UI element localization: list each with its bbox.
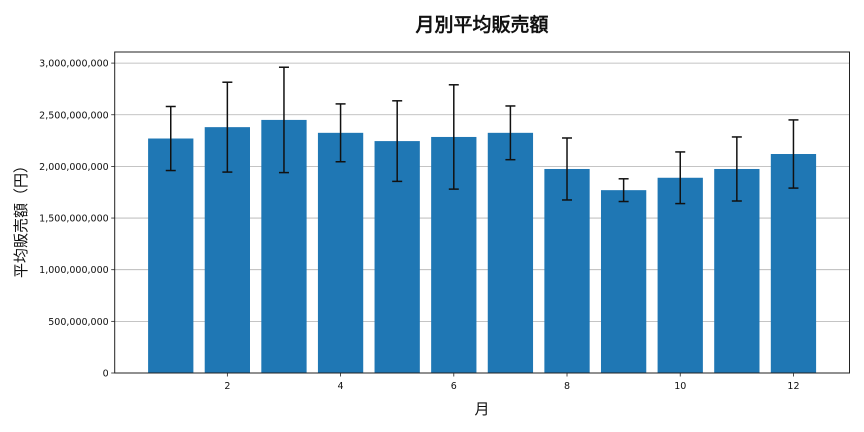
x-tick-label: 2 bbox=[224, 381, 230, 392]
y-tick-label: 500,000,000 bbox=[48, 317, 108, 328]
bar-month-12 bbox=[770, 154, 817, 373]
y-tick-label: 2,500,000,000 bbox=[39, 110, 109, 121]
x-axis-ticks: 2 4 6 8 10 12 bbox=[224, 373, 800, 392]
x-tick-label: 6 bbox=[451, 381, 457, 392]
y-tick-label: 1,500,000,000 bbox=[39, 214, 109, 225]
bar-month-9 bbox=[600, 190, 647, 373]
y-axis-ticks: 0 500,000,000 1,000,000,000 1,500,000,000 2,… bbox=[39, 59, 115, 380]
plot-frame bbox=[114, 51, 850, 374]
x-tick-label: 10 bbox=[674, 381, 686, 392]
bar-month-10 bbox=[657, 177, 703, 373]
error-bars bbox=[165, 66, 799, 205]
y-tick-label: 3,000,000,000 bbox=[39, 59, 109, 70]
bars bbox=[148, 119, 817, 373]
x-tick-label: 8 bbox=[564, 381, 570, 392]
x-tick-label: 4 bbox=[338, 381, 344, 392]
y-tick-label: 2,000,000,000 bbox=[39, 162, 109, 173]
bar-month-1 bbox=[148, 138, 194, 373]
bar-month-4 bbox=[317, 132, 364, 373]
bar-month-11 bbox=[714, 168, 760, 373]
bar-month-7 bbox=[487, 132, 534, 373]
chart-title: 月別平均販売額 bbox=[414, 13, 548, 36]
x-tick-label: 12 bbox=[787, 381, 799, 392]
y-axis-label: 平均販売額（円） bbox=[12, 158, 30, 278]
y-tick-label: 0 bbox=[103, 369, 109, 380]
y-tick-label: 1,000,000,000 bbox=[39, 265, 109, 276]
bar-month-8 bbox=[544, 168, 590, 373]
x-axis-label: 月 bbox=[474, 400, 489, 418]
